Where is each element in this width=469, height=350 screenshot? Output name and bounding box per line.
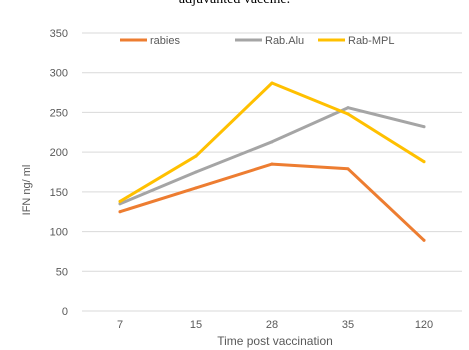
data-point-rab-mpl-7 [118,199,122,203]
legend-label-rabies: rabies [150,35,180,47]
y-axis-title: IFN ng/ ml [21,165,33,216]
data-point-rab-mpl-120 [422,160,426,164]
y-tick-label-0: 0 [62,306,68,318]
y-tick-label-200: 200 [50,147,68,159]
data-point-rab-alu-28 [270,140,274,144]
y-tick-label-350: 350 [50,28,68,40]
x-tick-label-15: 15 [190,319,202,331]
series-lines [118,81,426,242]
y-tick-label-300: 300 [50,68,68,80]
x-tick-label-35: 35 [342,319,354,331]
y-axis-ticks: 0 50 100 150 200 250 300 350 [50,28,68,318]
data-point-rab-mpl-28 [270,81,274,85]
data-point-rab-alu-15 [194,170,198,174]
data-point-rabies-28 [270,162,274,166]
gridlines [82,32,462,312]
data-point-rab-mpl-35 [346,112,350,116]
x-tick-label-28: 28 [266,319,278,331]
data-point-rab-alu-7 [118,202,122,206]
data-point-rab-mpl-15 [194,154,198,158]
series-line-rab-alu [118,106,426,206]
legend-label-rab-alu: Rab.Alu [265,35,304,47]
data-point-rab-alu-35 [346,106,350,110]
data-point-rabies-120 [422,238,426,242]
x-tick-label-120: 120 [415,319,433,331]
data-point-rabies-15 [194,186,198,190]
data-point-rabies-7 [118,210,122,214]
data-point-rabies-35 [346,167,350,171]
y-tick-label-100: 100 [50,227,68,239]
x-tick-label-7: 7 [117,319,123,331]
x-axis-ticks: 7 15 28 35 120 [117,319,433,331]
y-tick-label-250: 250 [50,107,68,119]
y-tick-label-50: 50 [56,266,68,278]
legend-label-rab-mpl: Rab-MPL [348,35,394,47]
y-tick-label-150: 150 [50,187,68,199]
data-point-rab-alu-120 [422,125,426,129]
x-axis-title: Time post vaccination [217,334,333,348]
chart-caption: adjuvanted vaccine. [0,0,469,18]
legend: rabies Rab.Alu Rab-MPL [120,35,394,47]
